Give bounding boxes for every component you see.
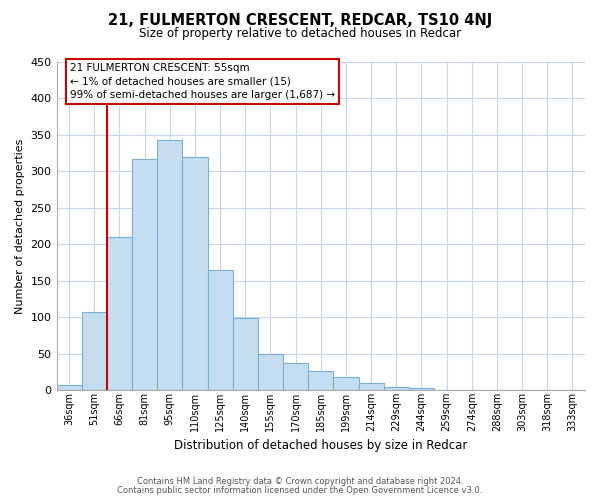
Bar bbox=[208, 270, 233, 390]
Bar bbox=[383, 386, 409, 390]
Text: 21 FULMERTON CRESCENT: 55sqm
← 1% of detached houses are smaller (15)
99% of sem: 21 FULMERTON CRESCENT: 55sqm ← 1% of det… bbox=[70, 63, 335, 100]
Bar bbox=[283, 364, 308, 390]
Bar bbox=[132, 158, 157, 390]
Bar bbox=[258, 354, 283, 391]
Bar bbox=[82, 312, 107, 390]
Bar bbox=[308, 370, 334, 390]
Bar bbox=[359, 383, 383, 390]
Bar bbox=[233, 318, 258, 390]
Text: Size of property relative to detached houses in Redcar: Size of property relative to detached ho… bbox=[139, 28, 461, 40]
X-axis label: Distribution of detached houses by size in Redcar: Distribution of detached houses by size … bbox=[174, 440, 467, 452]
Bar bbox=[334, 377, 359, 390]
Text: 21, FULMERTON CRESCENT, REDCAR, TS10 4NJ: 21, FULMERTON CRESCENT, REDCAR, TS10 4NJ bbox=[108, 12, 492, 28]
Bar bbox=[409, 388, 434, 390]
Text: Contains HM Land Registry data © Crown copyright and database right 2024.: Contains HM Land Registry data © Crown c… bbox=[137, 477, 463, 486]
Y-axis label: Number of detached properties: Number of detached properties bbox=[15, 138, 25, 314]
Bar bbox=[157, 140, 182, 390]
Bar bbox=[107, 237, 132, 390]
Text: Contains public sector information licensed under the Open Government Licence v3: Contains public sector information licen… bbox=[118, 486, 482, 495]
Bar bbox=[182, 156, 208, 390]
Bar bbox=[56, 384, 82, 390]
